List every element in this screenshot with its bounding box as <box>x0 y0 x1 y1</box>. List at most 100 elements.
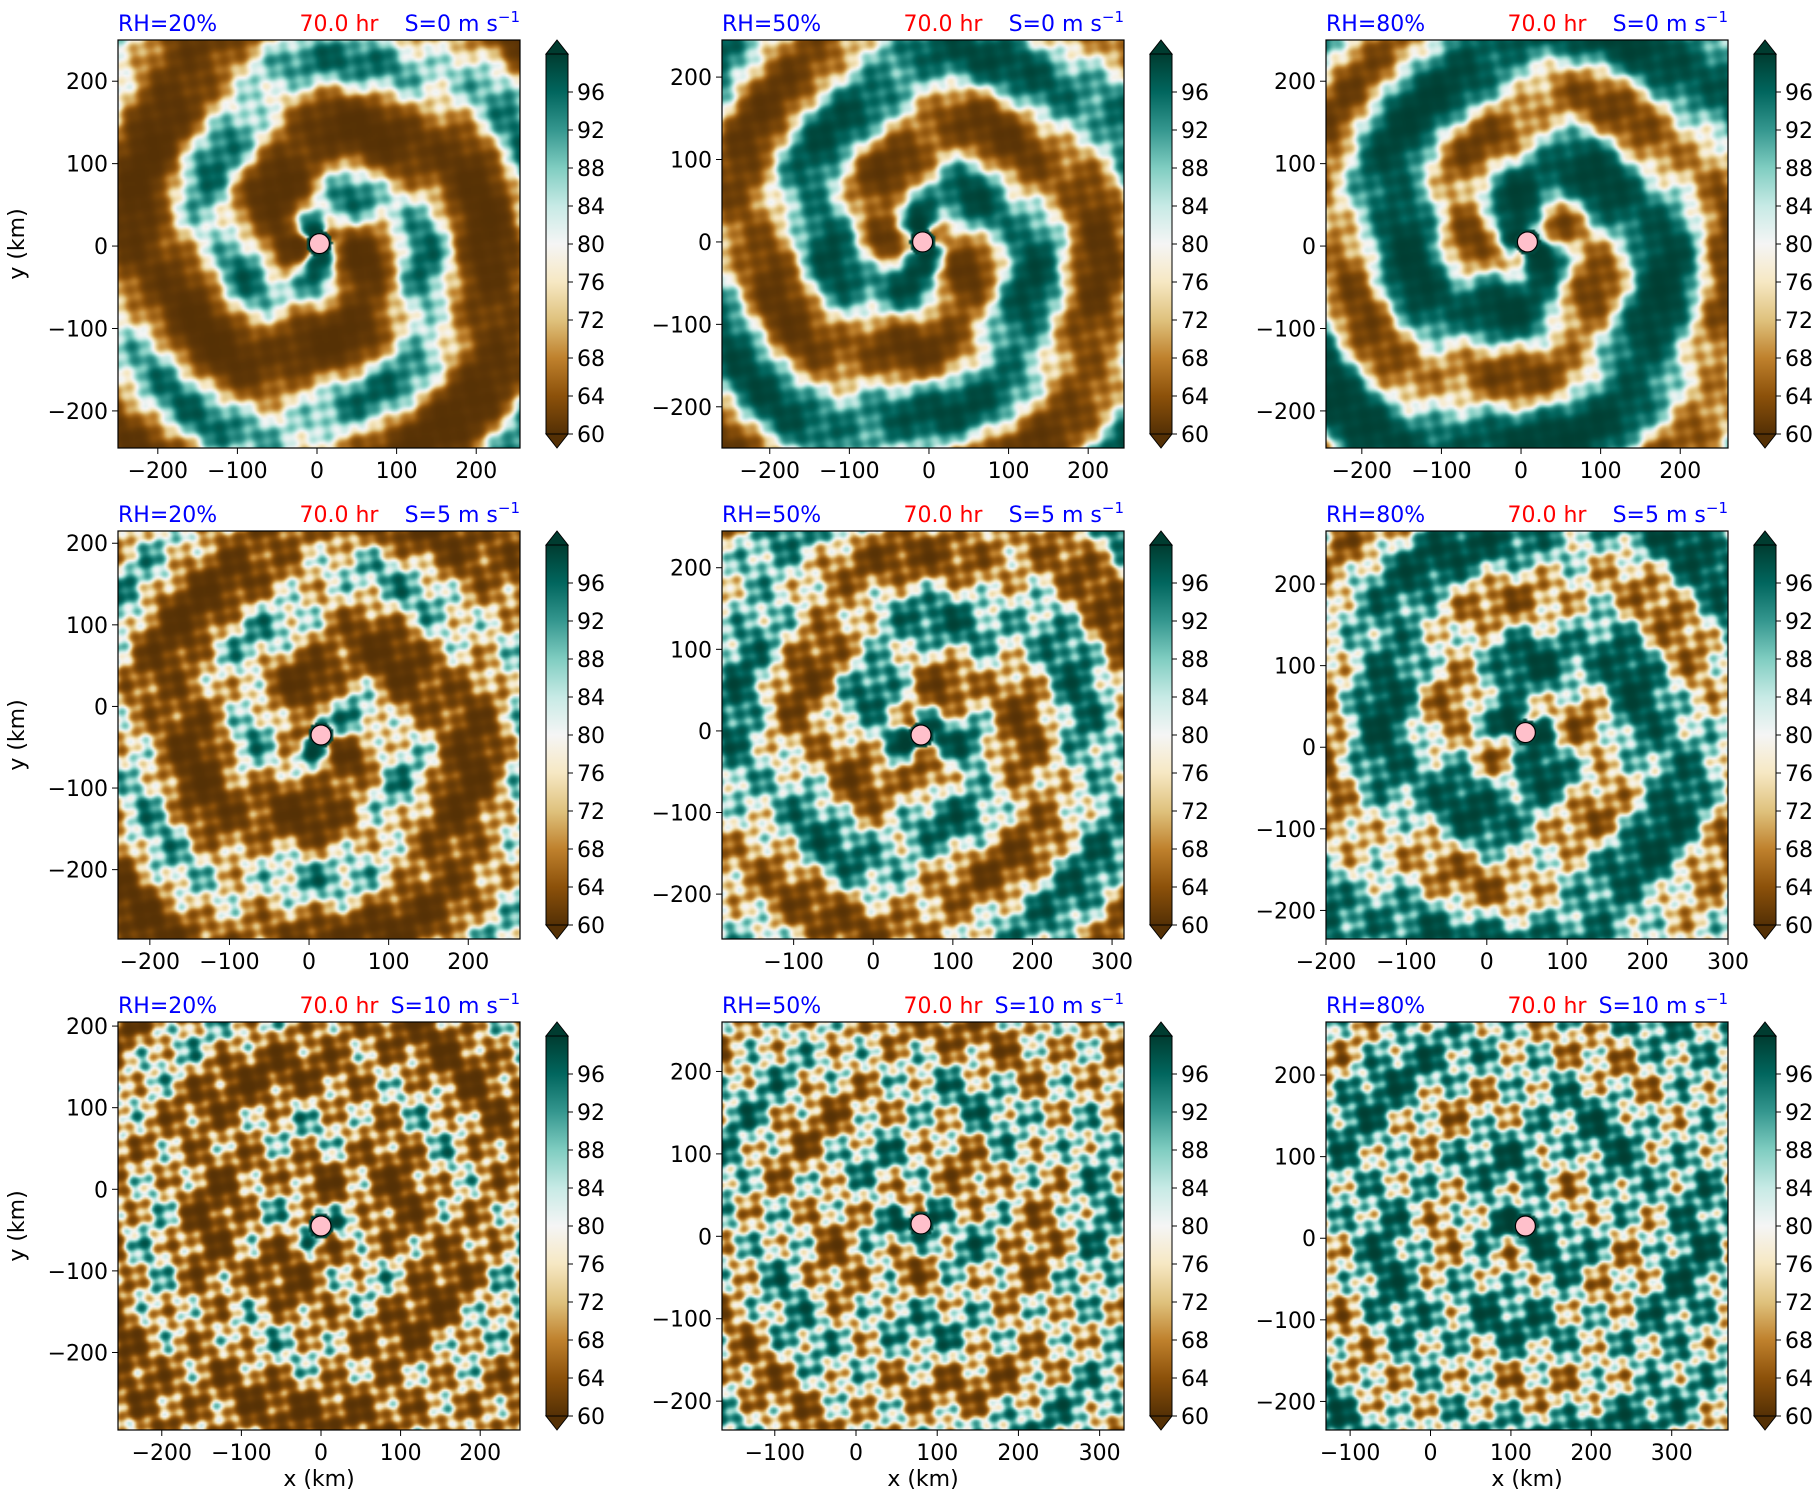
panel-title-shear: S=10 m s−1 <box>391 990 520 1019</box>
colorbar: 60 64 68 72 76 80 84 88 92 96 <box>1148 530 1209 940</box>
y-tick-label: 200 <box>1274 573 1316 598</box>
colorbar-tick-label: 92 <box>1785 1101 1813 1126</box>
panel-title-time: 70.0 hr <box>904 503 984 528</box>
colorbar-tick-label: 92 <box>1785 610 1813 635</box>
colorbar-tick-label: 68 <box>1785 838 1813 863</box>
storm-center-marker <box>308 232 330 255</box>
x-axis-label: x (km) <box>283 1467 354 1492</box>
y-tick-label: −200 <box>1256 899 1316 924</box>
panel-title-shear: S=5 m s−1 <box>405 499 520 528</box>
colorbar-tick-label: 92 <box>1181 610 1209 635</box>
x-tick-label: 200 <box>447 950 489 975</box>
plot-frame <box>117 530 521 940</box>
x-axis-label: x (km) <box>1491 1467 1562 1492</box>
colorbar-tick-label: 76 <box>1785 1253 1813 1278</box>
colorbar-tick-label: 84 <box>577 686 605 711</box>
colorbar-tick-label: 76 <box>1785 271 1813 296</box>
y-tick-label: −100 <box>1256 818 1316 843</box>
colorbar-tick-label: 68 <box>1785 347 1813 372</box>
colorbar-gradient <box>546 54 568 434</box>
shear-unit-superscript: −1 <box>1706 8 1728 26</box>
plot-frame <box>117 39 521 449</box>
colorbar-gradient <box>1754 54 1776 434</box>
colorbar-tick-label: 64 <box>1785 1367 1813 1392</box>
y-tick-label: −200 <box>652 396 712 421</box>
colorbar-tick-label: 80 <box>577 724 605 749</box>
x-tick-label: 200 <box>455 459 497 484</box>
x-tick-label: 100 <box>1490 1441 1532 1466</box>
colorbar-gradient <box>546 1036 568 1416</box>
colorbar-gradient <box>1150 1036 1172 1416</box>
colorbar-tick-label: 84 <box>1785 195 1813 220</box>
plot-frame <box>721 39 1125 449</box>
colorbar-tick-label: 72 <box>577 800 605 825</box>
x-tick-label: 0 <box>310 459 324 484</box>
colorbar-tick-label: 72 <box>1785 800 1813 825</box>
colorbar-tick-label: 84 <box>1181 195 1209 220</box>
y-axis-label: y (km) <box>5 699 30 770</box>
colorbar-tick-label: 96 <box>1785 81 1813 106</box>
y-tick-label: 0 <box>1302 1227 1316 1252</box>
colorbar: 60 64 68 72 76 80 84 88 92 96 <box>544 1021 605 1431</box>
storm-center-marker <box>910 724 932 746</box>
y-tick-label: 200 <box>1274 70 1316 95</box>
colorbar-tick-label: 64 <box>1785 385 1813 410</box>
storm-center-marker <box>1516 231 1538 253</box>
colorbar-tick-label: 64 <box>1181 385 1209 410</box>
x-tick-label: 300 <box>1651 1441 1693 1466</box>
colorbar-tick-label: 72 <box>1181 309 1209 334</box>
colorbar-tick-label: 88 <box>1785 157 1813 182</box>
colorbar-tick-label: 60 <box>577 914 605 939</box>
colorbar-tick-label: 96 <box>577 1063 605 1088</box>
colorbar-gradient <box>546 545 568 925</box>
panel-title-shear: S=5 m s−1 <box>1613 499 1728 528</box>
x-tick-label: −200 <box>132 1441 192 1466</box>
colorbar-tick-label: 76 <box>1785 762 1813 787</box>
colorbar-tick-label: 60 <box>1785 914 1813 939</box>
shear-unit-superscript: −1 <box>1706 990 1728 1008</box>
panel-title-rh: RH=80% <box>1326 994 1425 1019</box>
colorbar-extend-min <box>544 924 570 940</box>
shear-unit-superscript: −1 <box>1102 990 1124 1008</box>
colorbar-tick-label: 88 <box>1785 648 1813 673</box>
y-tick-label: −100 <box>652 1308 712 1333</box>
colorbar-tick-label: 68 <box>1181 1329 1209 1354</box>
colorbar-tick-label: 72 <box>1181 800 1209 825</box>
x-tick-label: −100 <box>1376 950 1436 975</box>
colorbar-tick-label: 88 <box>577 157 605 182</box>
colorbar-extend-min <box>544 1415 570 1431</box>
colorbar-extend-max <box>544 530 570 546</box>
panel-title-shear: S=10 m s−1 <box>1599 990 1728 1019</box>
panel-title-rh: RH=80% <box>1326 503 1425 528</box>
colorbar-extend-max <box>1148 530 1174 546</box>
y-tick-label: −100 <box>652 313 712 338</box>
y-tick-label: 100 <box>1274 655 1316 680</box>
colorbar: 60 64 68 72 76 80 84 88 92 96 <box>1752 530 1813 940</box>
colorbar-tick-label: 76 <box>577 1253 605 1278</box>
y-tick-label: −200 <box>1256 1390 1316 1415</box>
y-tick-label: −200 <box>48 859 108 884</box>
y-axis-label: y (km) <box>5 208 30 279</box>
colorbar-extend-max <box>1752 530 1778 546</box>
colorbar-tick-label: 60 <box>1181 423 1209 448</box>
panel-RH20-S5: −200 −100 0 100 200 −200 −100 0 100 200 y (km) RH=2… <box>5 499 605 975</box>
colorbar-tick-label: 88 <box>1181 648 1209 673</box>
x-tick-label: 100 <box>368 950 410 975</box>
x-tick-label: 200 <box>1570 1441 1612 1466</box>
panel-title-time: 70.0 hr <box>1508 503 1588 528</box>
colorbar-tick-label: 96 <box>1181 81 1209 106</box>
y-tick-label: 200 <box>66 532 108 557</box>
y-tick-label: −100 <box>48 317 108 342</box>
y-tick-label: −200 <box>48 1341 108 1366</box>
colorbar-tick-label: 92 <box>1785 119 1813 144</box>
y-tick-label: 200 <box>670 66 712 91</box>
plot-frame <box>1325 1021 1729 1431</box>
colorbar-tick-label: 88 <box>1785 1139 1813 1164</box>
colorbar-tick-label: 64 <box>1181 876 1209 901</box>
colorbar-tick-label: 96 <box>1785 572 1813 597</box>
y-tick-label: 0 <box>94 695 108 720</box>
colorbar-tick-label: 84 <box>1181 686 1209 711</box>
colorbar-tick-label: 80 <box>1181 724 1209 749</box>
colorbar-tick-label: 88 <box>577 648 605 673</box>
y-tick-label: 0 <box>94 1178 108 1203</box>
